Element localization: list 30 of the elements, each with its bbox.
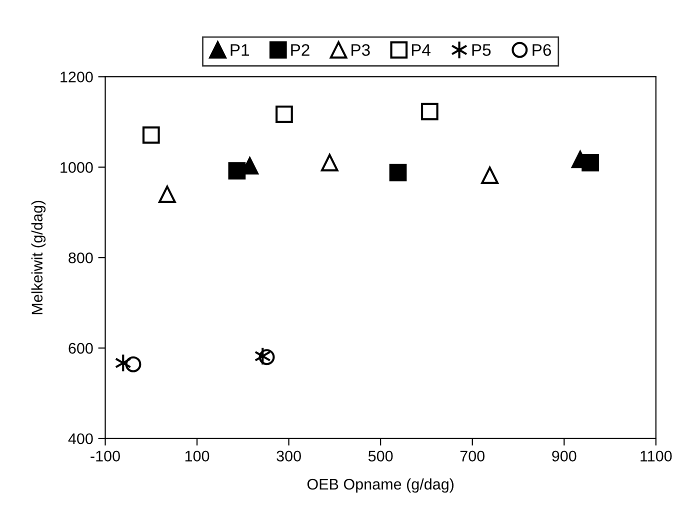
y-tick-label: 800 [68,252,93,264]
y-tick-label: 1000 [60,162,93,173]
point [481,166,498,184]
x-tick-label: 700 [460,450,485,462]
x-tick-label: 500 [368,450,393,462]
legend-label: P2 [291,44,310,56]
y-tick-label: 400 [68,433,93,444]
point [320,154,338,172]
x-tick-label: 1100 [640,450,672,462]
point [142,126,160,144]
point [276,106,293,123]
point [389,164,407,182]
x-tick-label: -100 [90,450,120,462]
legend-label: P3 [352,44,370,56]
legend-label: P4 [412,44,430,56]
legend-label: P6 [532,44,552,56]
x-tick-label: 100 [185,450,210,462]
legend-label: P5 [472,44,491,56]
x-axis-title: OEB Opname (g/dag) [307,478,454,493]
y-axis-title: Melkeiwit (g/dag) [31,200,46,314]
point [158,186,176,203]
y-tick-label: 600 [68,342,93,354]
point [582,154,599,172]
point [125,356,142,372]
y-tick-label: 1200 [60,72,93,82]
point [420,102,438,120]
x-tick-label: 300 [276,450,301,462]
x-tick-label: 900 [552,450,576,462]
point [228,162,246,180]
legend-label: P1 [230,44,249,56]
